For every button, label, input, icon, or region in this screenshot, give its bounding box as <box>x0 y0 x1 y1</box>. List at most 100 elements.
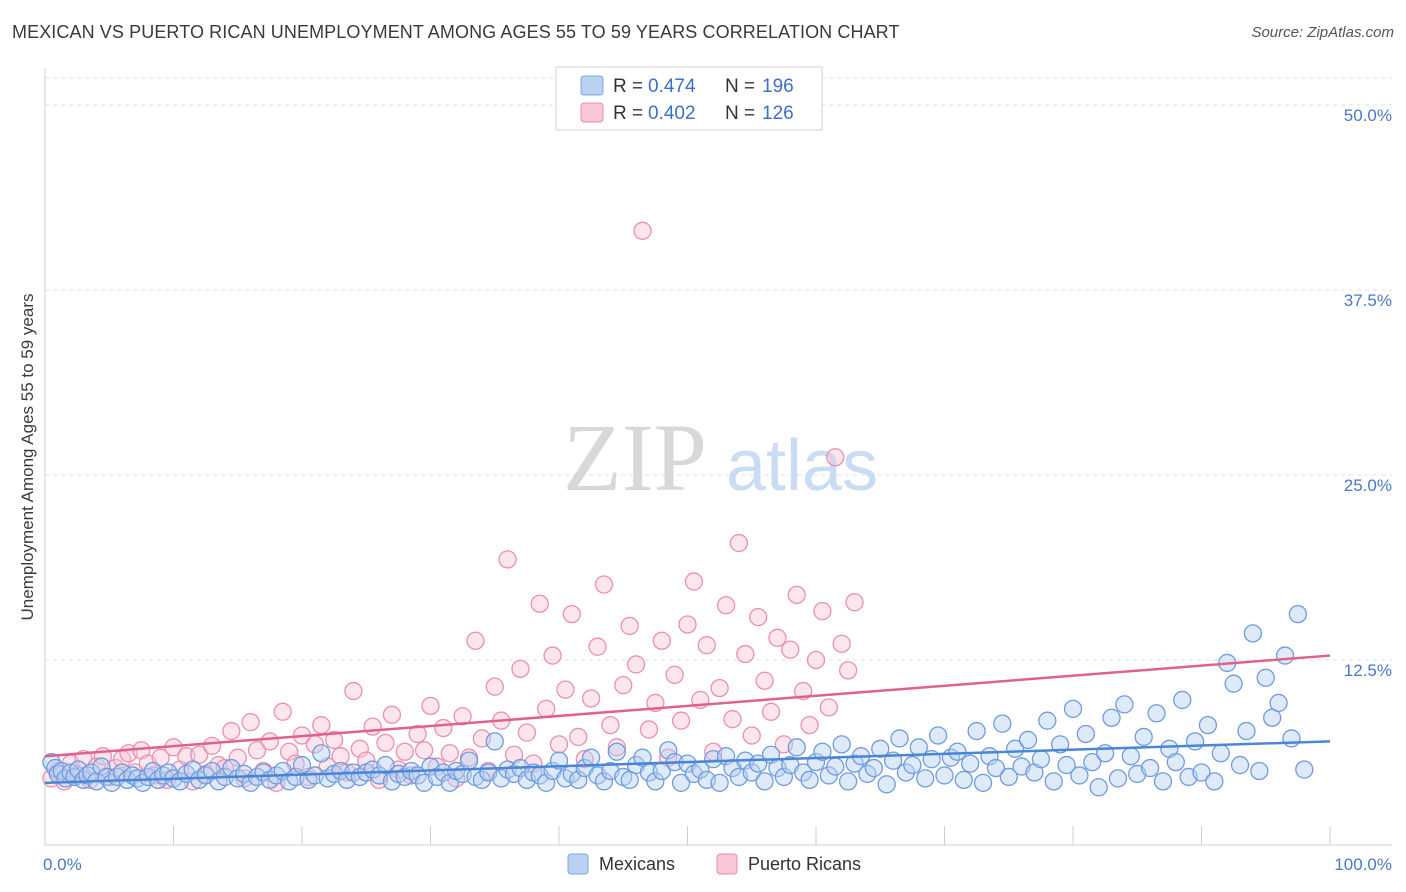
point-puerto-ricans <box>588 637 607 656</box>
point-puerto-ricans <box>549 735 569 754</box>
legend-n-value-puerto-ricans: 126 <box>762 103 794 124</box>
series-legend: Mexicans Puerto Ricans <box>567 853 861 875</box>
point-mexicans <box>838 772 858 791</box>
point-mexicans <box>1044 772 1063 791</box>
point-puerto-ricans <box>556 680 575 699</box>
point-puerto-ricans <box>331 747 350 766</box>
point-mexicans <box>312 744 331 763</box>
point-puerto-ricans <box>601 715 620 735</box>
point-puerto-ricans <box>408 724 427 744</box>
point-mexicans <box>459 751 479 770</box>
point-mexicans <box>1063 699 1083 718</box>
point-mexicans <box>954 770 973 790</box>
point-puerto-ricans <box>716 596 736 615</box>
point-mexicans <box>1121 747 1140 766</box>
point-mexicans <box>671 773 691 792</box>
point-puerto-ricans <box>414 741 434 760</box>
point-mexicans <box>138 767 157 787</box>
point-puerto-ricans <box>241 713 260 732</box>
point-mexicans <box>594 772 614 791</box>
point-mexicans <box>1224 674 1243 693</box>
point-mexicans <box>948 742 967 761</box>
point-mexicans <box>1140 758 1160 778</box>
point-puerto-ricans <box>723 710 742 729</box>
series-puerto-ricans <box>42 221 864 792</box>
point-puerto-ricans <box>755 671 774 690</box>
point-puerto-ricans <box>838 661 858 680</box>
point-puerto-ricans <box>543 646 562 665</box>
point-puerto-ricans <box>742 726 761 745</box>
point-mexicans <box>1018 730 1038 750</box>
point-mexicans <box>916 769 935 788</box>
point-puerto-ricans <box>697 636 716 655</box>
point-mexicans <box>1031 750 1051 769</box>
point-mexicans <box>1243 624 1263 643</box>
point-mexicans <box>1269 693 1288 713</box>
point-mexicans <box>1147 704 1166 723</box>
point-puerto-ricans <box>202 736 222 755</box>
point-puerto-ricans <box>665 665 684 684</box>
legend-n-label: N = <box>725 76 755 97</box>
point-mexicans <box>1256 668 1275 687</box>
trend-line-puerto-ricans <box>44 654 1331 758</box>
y-tick-label: 50.0% <box>1344 106 1392 125</box>
point-puerto-ricans <box>537 699 556 718</box>
point-puerto-ricans <box>312 715 331 735</box>
point-puerto-ricans <box>671 711 691 730</box>
point-mexicans <box>1134 727 1153 747</box>
point-puerto-ricans <box>845 593 864 612</box>
point-puerto-ricans <box>736 644 755 664</box>
point-puerto-ricans <box>247 741 267 760</box>
point-puerto-ricans <box>511 659 530 679</box>
point-puerto-ricans <box>614 676 633 695</box>
trend-lines <box>44 654 1331 785</box>
point-puerto-ricans <box>813 602 832 621</box>
point-puerto-ricans <box>781 640 800 659</box>
point-puerto-ricans <box>806 650 826 670</box>
point-mexicans <box>787 738 806 757</box>
point-mexicans <box>1166 752 1185 772</box>
point-puerto-ricans <box>376 733 395 753</box>
point-mexicans <box>935 766 954 785</box>
point-mexicans <box>845 754 864 773</box>
point-mexicans <box>1192 763 1211 782</box>
point-mexicans <box>485 732 504 751</box>
point-mexicans <box>1108 769 1128 788</box>
point-puerto-ricans <box>832 634 851 653</box>
point-mexicans <box>607 742 626 761</box>
point-puerto-ricans <box>485 677 504 696</box>
point-puerto-ricans <box>607 738 626 757</box>
point-puerto-ricans <box>729 533 749 553</box>
point-mexicans <box>1237 721 1256 741</box>
point-puerto-ricans <box>710 678 729 698</box>
point-puerto-ricans <box>652 631 671 650</box>
point-mexicans <box>967 721 986 741</box>
point-mexicans <box>973 773 993 792</box>
point-puerto-ricans <box>498 550 517 569</box>
point-mexicans <box>928 726 948 745</box>
point-mexicans <box>710 773 729 792</box>
axes <box>44 68 1392 846</box>
y-tick-label: 37.5% <box>1344 291 1392 310</box>
point-mexicans <box>832 735 851 754</box>
point-mexicans <box>1288 604 1308 624</box>
point-puerto-ricans <box>395 742 414 761</box>
point-puerto-ricans <box>800 715 819 735</box>
point-puerto-ricans <box>826 448 845 467</box>
point-mexicans <box>813 742 832 761</box>
point-puerto-ricans <box>678 615 697 634</box>
point-puerto-ricans <box>819 698 838 717</box>
point-puerto-ricans <box>363 717 382 736</box>
point-puerto-ricans <box>581 689 601 708</box>
y-tick-label: 12.5% <box>1344 661 1392 680</box>
point-mexicans <box>1173 690 1192 710</box>
point-mexicans <box>890 729 909 748</box>
point-mexicans <box>1051 735 1070 754</box>
point-mexicans <box>986 758 1006 778</box>
point-mexicans <box>896 763 916 782</box>
point-mexicans <box>1250 761 1269 781</box>
point-puerto-ricans <box>273 702 292 721</box>
point-mexicans <box>376 755 395 775</box>
legend-r-label: R = <box>613 76 643 97</box>
point-puerto-ricans <box>466 631 485 650</box>
